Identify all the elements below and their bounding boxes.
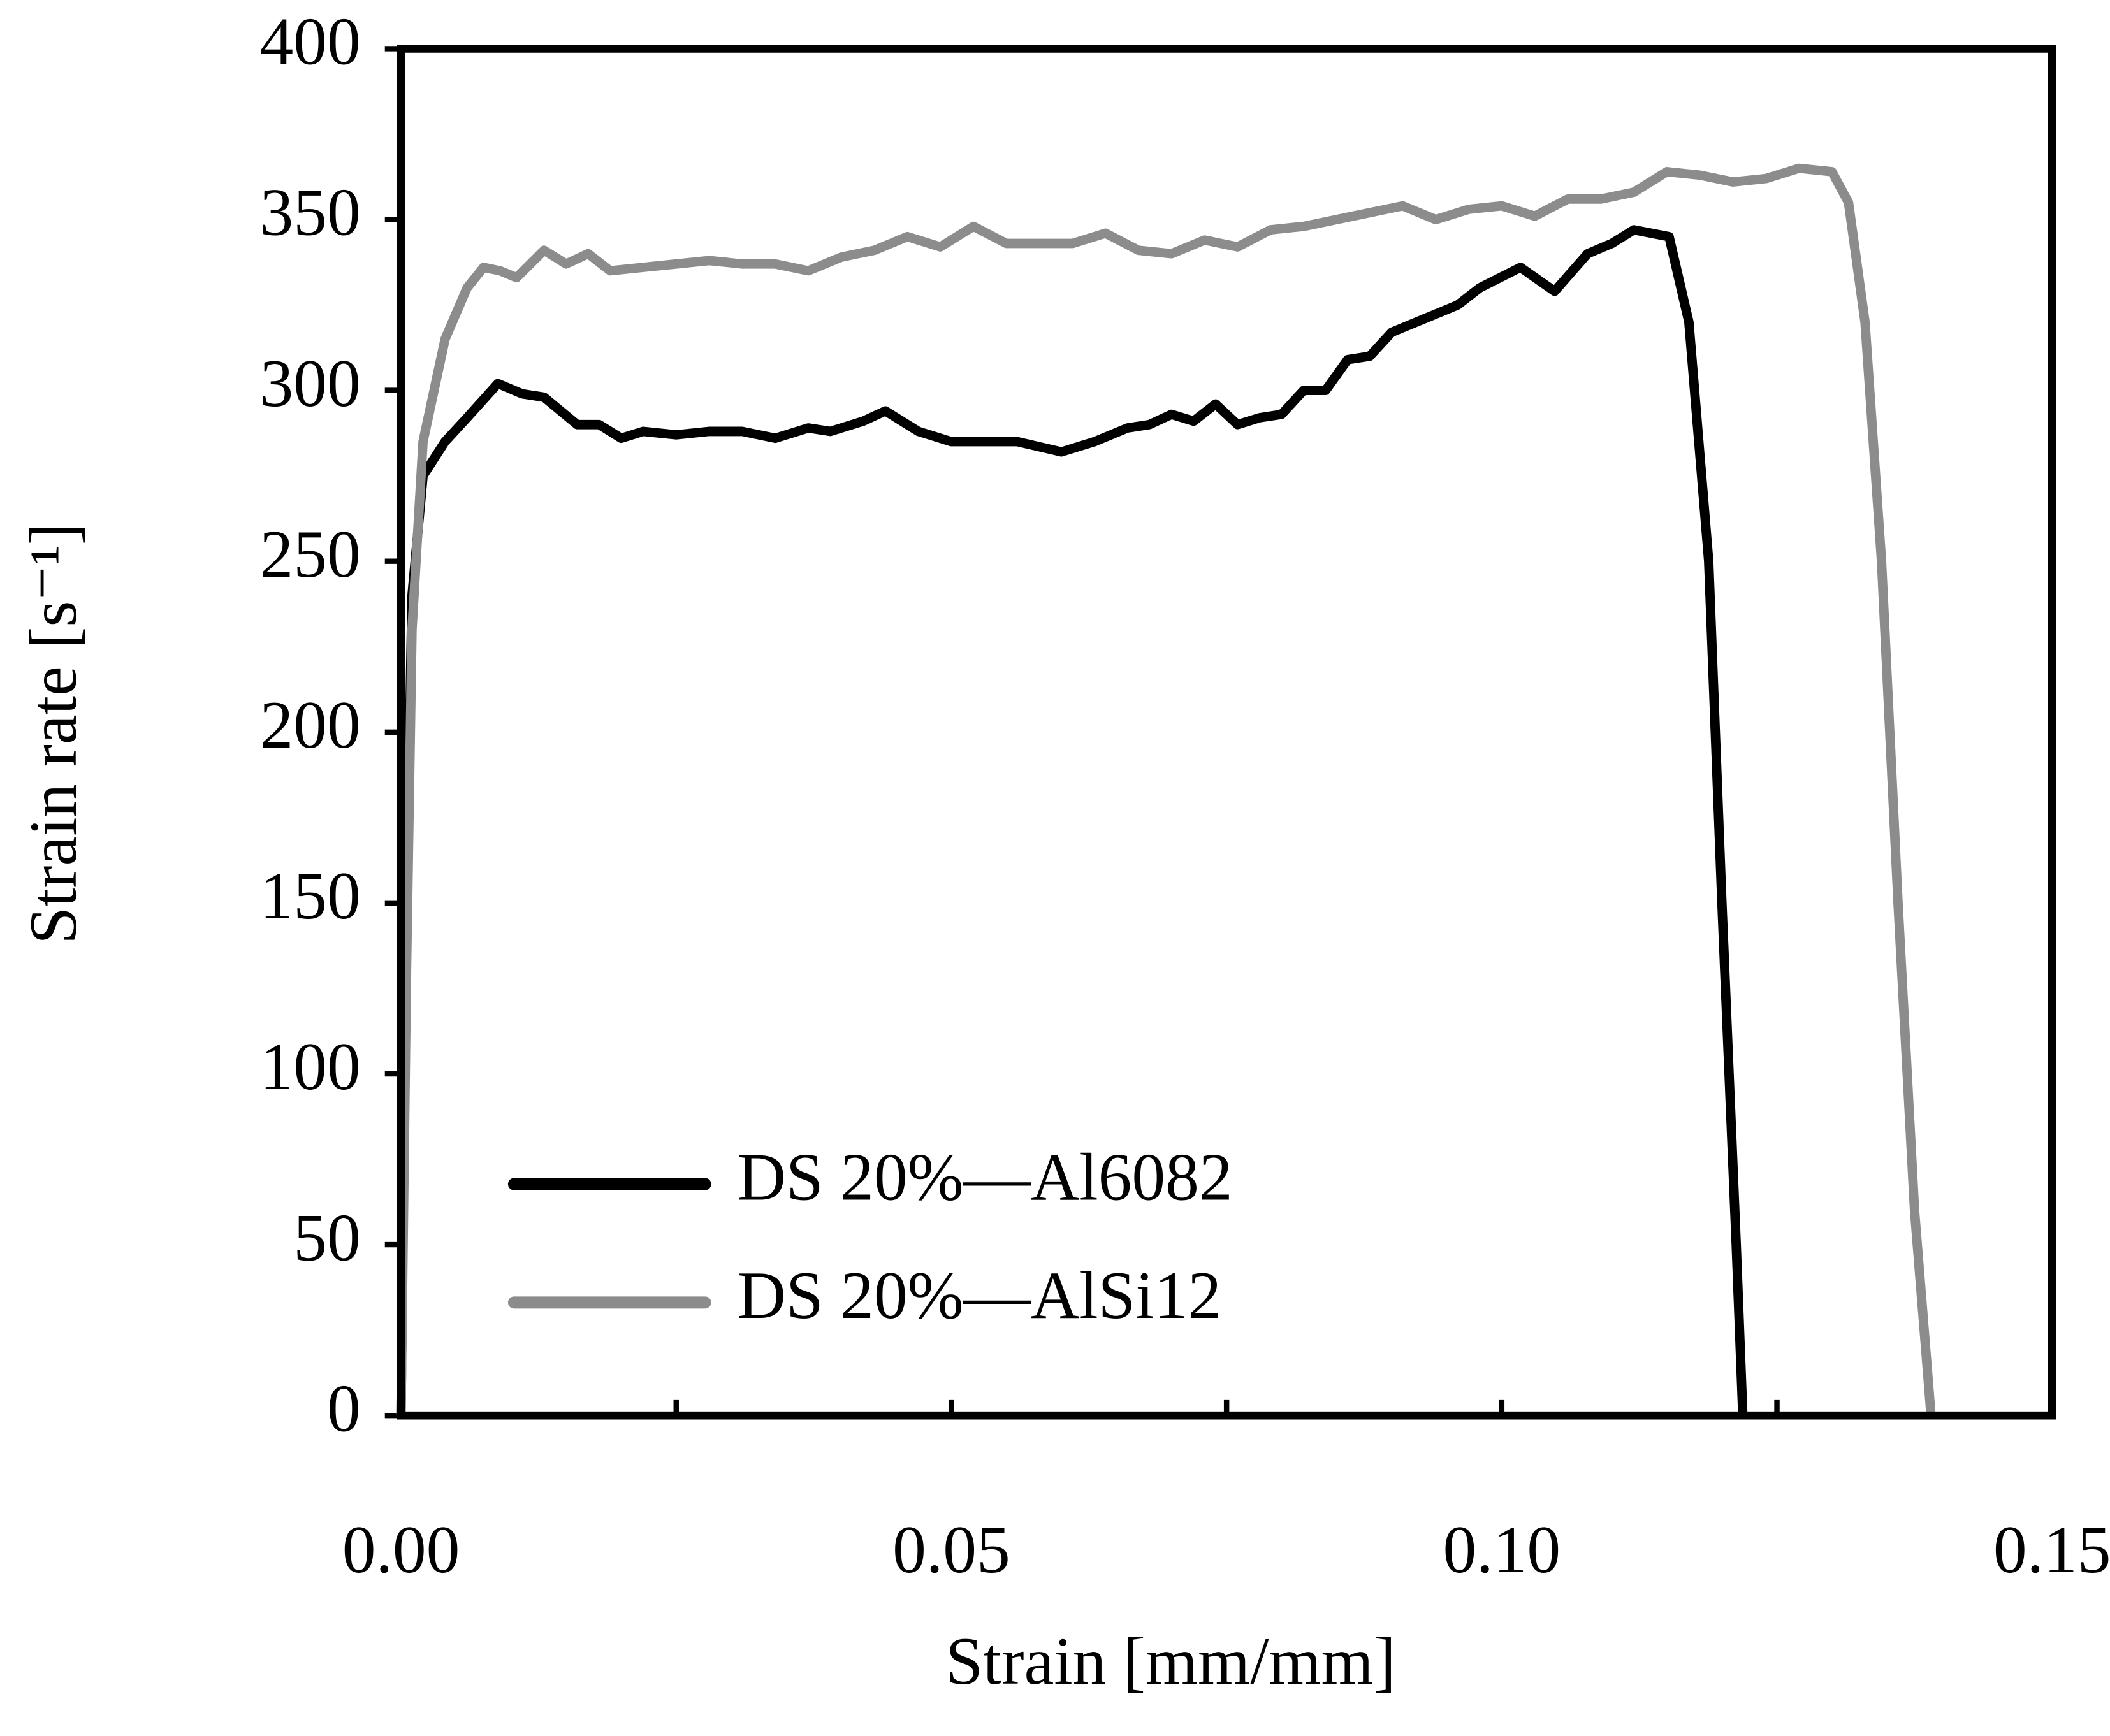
y-tick-label: 200 (259, 688, 360, 762)
x-tick-label: 0.15 (1993, 1512, 2110, 1587)
y-tick-label: 100 (259, 1029, 360, 1104)
y-tick-label: 50 (293, 1200, 361, 1275)
series-line (396, 163, 1936, 1416)
y-tick-label: 300 (259, 346, 360, 421)
series-line (396, 225, 1748, 1416)
y-tick-label: 150 (259, 858, 360, 933)
y-tick-label: 400 (259, 4, 360, 79)
y-tick-label: 350 (259, 175, 360, 250)
x-tick-label: 0.05 (892, 1512, 1010, 1587)
legend-label: DS 20%—AlSi12 (738, 1258, 1221, 1333)
y-tick-label: 250 (259, 517, 360, 591)
x-tick-label: 0.00 (342, 1512, 460, 1587)
y-axis-label: Strain rate [s⁻¹] (16, 523, 91, 944)
y-tick-label: 0 (327, 1371, 361, 1445)
x-tick-label: 0.10 (1443, 1512, 1561, 1587)
x-axis-label: Strain [mm/mm] (945, 1624, 1395, 1698)
legend-label: DS 20%—Al6082 (738, 1139, 1233, 1214)
plot-frame (397, 45, 2056, 1420)
